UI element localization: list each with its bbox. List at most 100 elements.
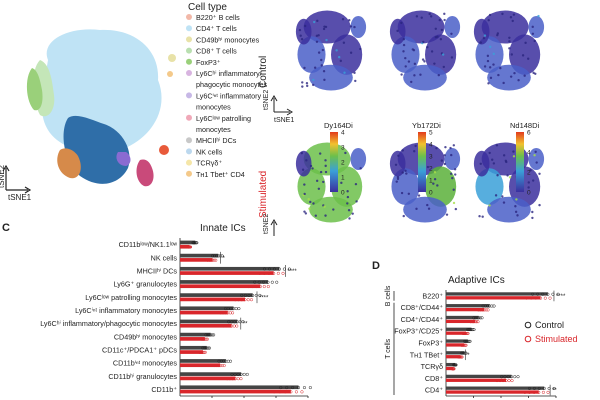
point-stimulated [300, 390, 304, 394]
point-stimulated [462, 331, 466, 336]
tsne-point [508, 40, 511, 43]
tsne-point [353, 71, 356, 75]
point-stimulated [205, 337, 209, 341]
legend-swatch [186, 14, 192, 20]
category-label: TCRγδ [421, 362, 443, 371]
bar-control [446, 292, 548, 296]
tsne-point [488, 151, 491, 155]
marker-tsne-panel [473, 142, 545, 223]
point-control [483, 304, 487, 308]
tsne-point [450, 32, 453, 35]
tsne-cluster [331, 34, 363, 75]
tsne-point [304, 212, 308, 215]
point-stimulated [214, 258, 218, 262]
tsne-point [509, 75, 513, 78]
tsne-point [488, 66, 492, 69]
legend-swatch [186, 159, 192, 166]
point-control [262, 267, 267, 271]
bar-stimulated [446, 378, 507, 382]
point-stimulated [201, 350, 205, 354]
colorbar-tick: 0 [341, 190, 345, 197]
point-control [235, 320, 239, 324]
legend-swatch [186, 25, 192, 32]
mini-ylabel-2: tSNE2 [263, 214, 270, 234]
bar-control [180, 372, 242, 376]
point-control [219, 359, 223, 363]
celltype-tsne-plot: tSNE1 tSNE2 [0, 29, 176, 202]
tsne-point [312, 78, 315, 82]
tsne-point [427, 207, 431, 210]
point-control [207, 333, 211, 337]
point-stimulated [246, 284, 250, 289]
point-stimulated [200, 350, 204, 354]
bar-stimulated [446, 355, 461, 359]
tsne-point [413, 74, 416, 77]
point-stimulated [199, 350, 203, 354]
tsne-point [451, 176, 454, 180]
tsne-point [450, 153, 453, 157]
tsne-point [346, 202, 349, 205]
point-stimulated [207, 258, 211, 262]
point-stimulated [210, 258, 215, 262]
tsne-point [443, 162, 447, 166]
category-label: CD8⁺ [425, 374, 443, 383]
tsne-point [337, 55, 341, 59]
legend-swatch [186, 148, 192, 155]
tsne-point [512, 150, 515, 153]
point-stimulated [214, 363, 218, 368]
point-control [267, 267, 272, 271]
tsne-point [401, 171, 404, 174]
tsne-cluster [309, 196, 353, 223]
legend-swatch [186, 36, 192, 43]
tsne-cluster [391, 36, 420, 73]
tsne-cluster [481, 10, 529, 44]
tsne-point [512, 155, 516, 158]
point-control [542, 386, 546, 391]
point-control [224, 359, 228, 363]
tsne-point [426, 203, 429, 207]
tsne-point [531, 216, 534, 220]
tsne-point [324, 25, 328, 29]
tsne-point [407, 60, 411, 63]
point-control [475, 316, 479, 320]
cluster-nk [136, 159, 154, 187]
legend-item-label: CD49bʰⁱ monocytes [196, 35, 260, 44]
colorbar-tick: 1 [341, 175, 345, 182]
point-stimulated [188, 245, 193, 249]
tsne-point [505, 160, 508, 164]
tsne-cluster [331, 166, 363, 207]
tsne-point [449, 146, 452, 150]
bar-control [180, 319, 238, 324]
point-control [527, 386, 532, 391]
tsne-point [309, 164, 313, 168]
tsne-point [501, 195, 504, 198]
category-label: CD4⁺/CD44⁺ [401, 315, 444, 324]
tsne-point [486, 59, 490, 63]
tsne-ylabel: tSNE2 [0, 164, 6, 188]
colorbar [330, 132, 338, 192]
point-stimulated [507, 379, 511, 383]
bar-stimulated [180, 350, 203, 354]
tsne-point [481, 215, 484, 218]
point-control [478, 316, 482, 320]
legend-item-label: NK cells [196, 147, 223, 156]
tsne-point [452, 144, 456, 147]
point-stimulated [462, 343, 466, 347]
marker-tsne-panel [473, 10, 545, 91]
legend-item-label: B220⁺ B cells [196, 13, 240, 22]
point-control [209, 333, 213, 337]
point-stimulated [209, 258, 213, 262]
point-control [222, 359, 226, 363]
point-stimulated [463, 331, 467, 336]
tsne-point [354, 79, 357, 83]
tsne-point [432, 182, 435, 185]
tsne-point [488, 13, 492, 17]
point-stimulated [262, 271, 266, 275]
tsne-point [510, 53, 513, 56]
sig-marker: ** [243, 322, 248, 328]
point-control [266, 280, 270, 284]
point-control [245, 372, 249, 376]
point-control [212, 254, 216, 258]
tsne-point [324, 159, 327, 162]
point-stimulated [498, 379, 502, 383]
